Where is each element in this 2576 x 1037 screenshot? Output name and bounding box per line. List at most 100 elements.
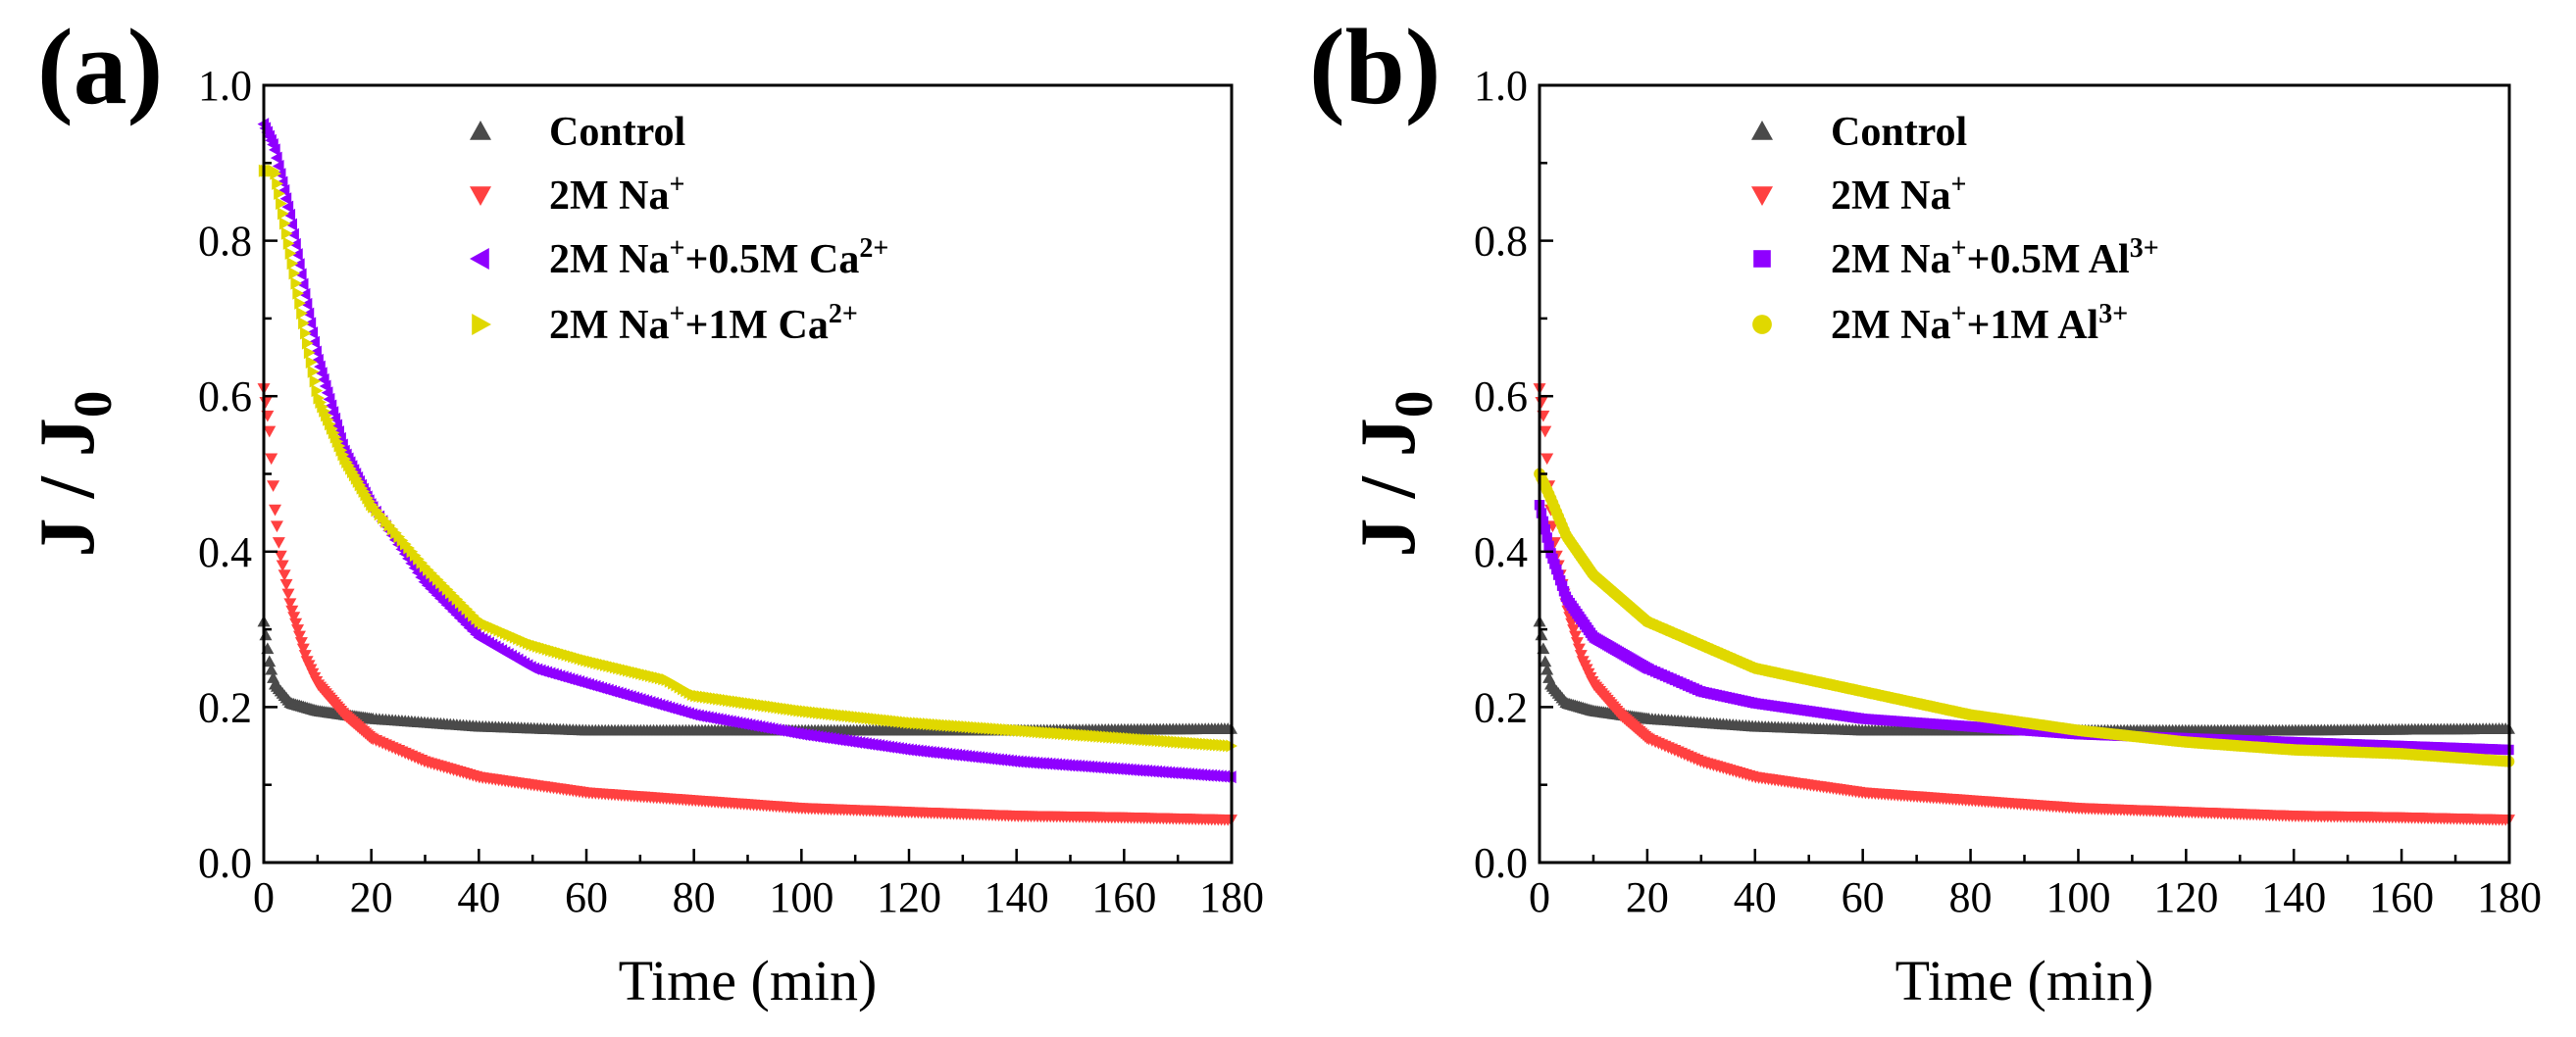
legend-marker xyxy=(470,186,491,206)
y-axis-label-subscript: 0 xyxy=(1384,391,1443,419)
data-point xyxy=(294,268,307,281)
data-point xyxy=(279,578,293,591)
data-point xyxy=(292,258,305,272)
x-tick-label: 0 xyxy=(253,873,275,921)
data-point xyxy=(292,286,305,300)
data-point xyxy=(281,200,294,214)
x-tick-label: 60 xyxy=(1842,873,1885,921)
legend-entry: 2M Na++1M Ca2+ xyxy=(549,299,858,348)
data-point xyxy=(281,588,295,601)
x-tick-label: 160 xyxy=(1091,873,1156,921)
data-point xyxy=(259,396,273,409)
x-tick-label: 120 xyxy=(877,873,941,921)
legend-marker xyxy=(472,314,491,335)
data-markers xyxy=(1533,383,2515,826)
data-point xyxy=(300,326,312,340)
data-point xyxy=(289,237,301,251)
data-point xyxy=(270,151,282,165)
data-point xyxy=(1540,523,1550,535)
data-point xyxy=(278,217,291,230)
x-tick-label: 60 xyxy=(565,873,608,921)
x-tick-label: 0 xyxy=(1529,873,1550,921)
data-point xyxy=(296,643,310,656)
legend-text-base: 2M Na xyxy=(1831,303,1950,348)
data-point xyxy=(1567,624,1581,636)
legend-marker xyxy=(1751,186,1773,206)
data-point xyxy=(276,197,287,211)
series-3 xyxy=(258,164,1237,753)
legend-entry: Control xyxy=(1831,110,1967,155)
legend-entry: 2M Na++0.5M Al3+ xyxy=(1831,233,2159,282)
y-tick-label: 0.2 xyxy=(198,683,252,731)
data-point xyxy=(278,183,290,197)
x-tick-label: 180 xyxy=(1199,873,1264,921)
x-tick-label: 40 xyxy=(1734,873,1777,921)
series-0 xyxy=(257,615,1237,736)
legend-entry: Control xyxy=(549,110,685,155)
data-point xyxy=(296,307,308,321)
legend-text-sup2: 2+ xyxy=(859,233,888,264)
data-point xyxy=(1536,508,1547,518)
data-point xyxy=(265,453,278,466)
legend-text-mid: +0.5M Al xyxy=(1966,237,2129,282)
data-point xyxy=(296,277,309,291)
y-tick-label: 0.8 xyxy=(198,218,252,266)
data-point xyxy=(272,159,284,173)
x-tick-label: 180 xyxy=(2477,873,2542,921)
series-2 xyxy=(1534,500,2514,756)
x-tick-label: 80 xyxy=(1949,873,1993,921)
legend-text-base: 2M Na xyxy=(549,173,669,219)
series-1 xyxy=(257,383,1237,826)
data-point xyxy=(285,605,299,617)
data-point xyxy=(276,560,289,572)
data-point xyxy=(1572,643,1586,656)
data-point xyxy=(298,317,310,330)
series-2 xyxy=(257,118,1237,784)
legend-entry: 2M Na++0.5M Ca2+ xyxy=(549,233,888,282)
data-point xyxy=(298,650,312,662)
data-point xyxy=(1541,532,1552,543)
data-point xyxy=(303,346,316,360)
data-point xyxy=(1556,580,1568,591)
legend-text-sup2: 3+ xyxy=(2130,233,2159,264)
data-point xyxy=(274,550,287,563)
data-point xyxy=(1554,574,1566,586)
data-point xyxy=(269,143,280,157)
data-point xyxy=(1545,548,1556,559)
data-point xyxy=(294,296,306,310)
x-tick-label: 160 xyxy=(2369,873,2434,921)
data-point xyxy=(1574,650,1588,662)
chart-panel-b: 0 20 40 60 80 100 120 140 160 180 0.0 0.2 0.4 0.6 0.8 1… xyxy=(1309,7,2542,1012)
legend-text-sup1: + xyxy=(1950,170,1966,200)
legend-marker xyxy=(470,121,491,140)
legend-text-sup2: 3+ xyxy=(2098,299,2128,329)
data-point xyxy=(1553,569,1564,580)
data-point xyxy=(291,624,305,636)
y-tick-label: 0.2 xyxy=(1474,683,1528,731)
legend-text-base: 2M Na xyxy=(1831,173,1950,219)
data-point xyxy=(1551,564,1562,575)
data-point xyxy=(309,374,322,388)
y-axis-label-main: J / J xyxy=(1345,418,1432,557)
y-tick-label: 0.0 xyxy=(1474,839,1528,887)
data-point xyxy=(1539,655,1552,667)
data-point xyxy=(267,671,280,683)
data-point xyxy=(1539,425,1552,438)
data-point xyxy=(263,425,277,438)
data-point xyxy=(284,247,297,261)
legend-text-base: 2M Na xyxy=(549,303,669,348)
y-axis-label: J / J0 xyxy=(25,391,123,558)
data-point xyxy=(1558,586,1570,597)
legend-text-base: 2M Na xyxy=(549,237,669,282)
data-point xyxy=(287,612,301,623)
legend-marker xyxy=(1753,250,1771,268)
y-tick-label: 0.8 xyxy=(1474,218,1528,266)
legend-text-sup1: + xyxy=(669,233,684,264)
data-point xyxy=(272,537,285,549)
data-point xyxy=(287,227,299,241)
data-point xyxy=(270,520,283,533)
y-tick-label: 0.4 xyxy=(198,528,252,576)
legend-text-sup1: + xyxy=(1950,233,1966,264)
data-point xyxy=(307,365,320,378)
